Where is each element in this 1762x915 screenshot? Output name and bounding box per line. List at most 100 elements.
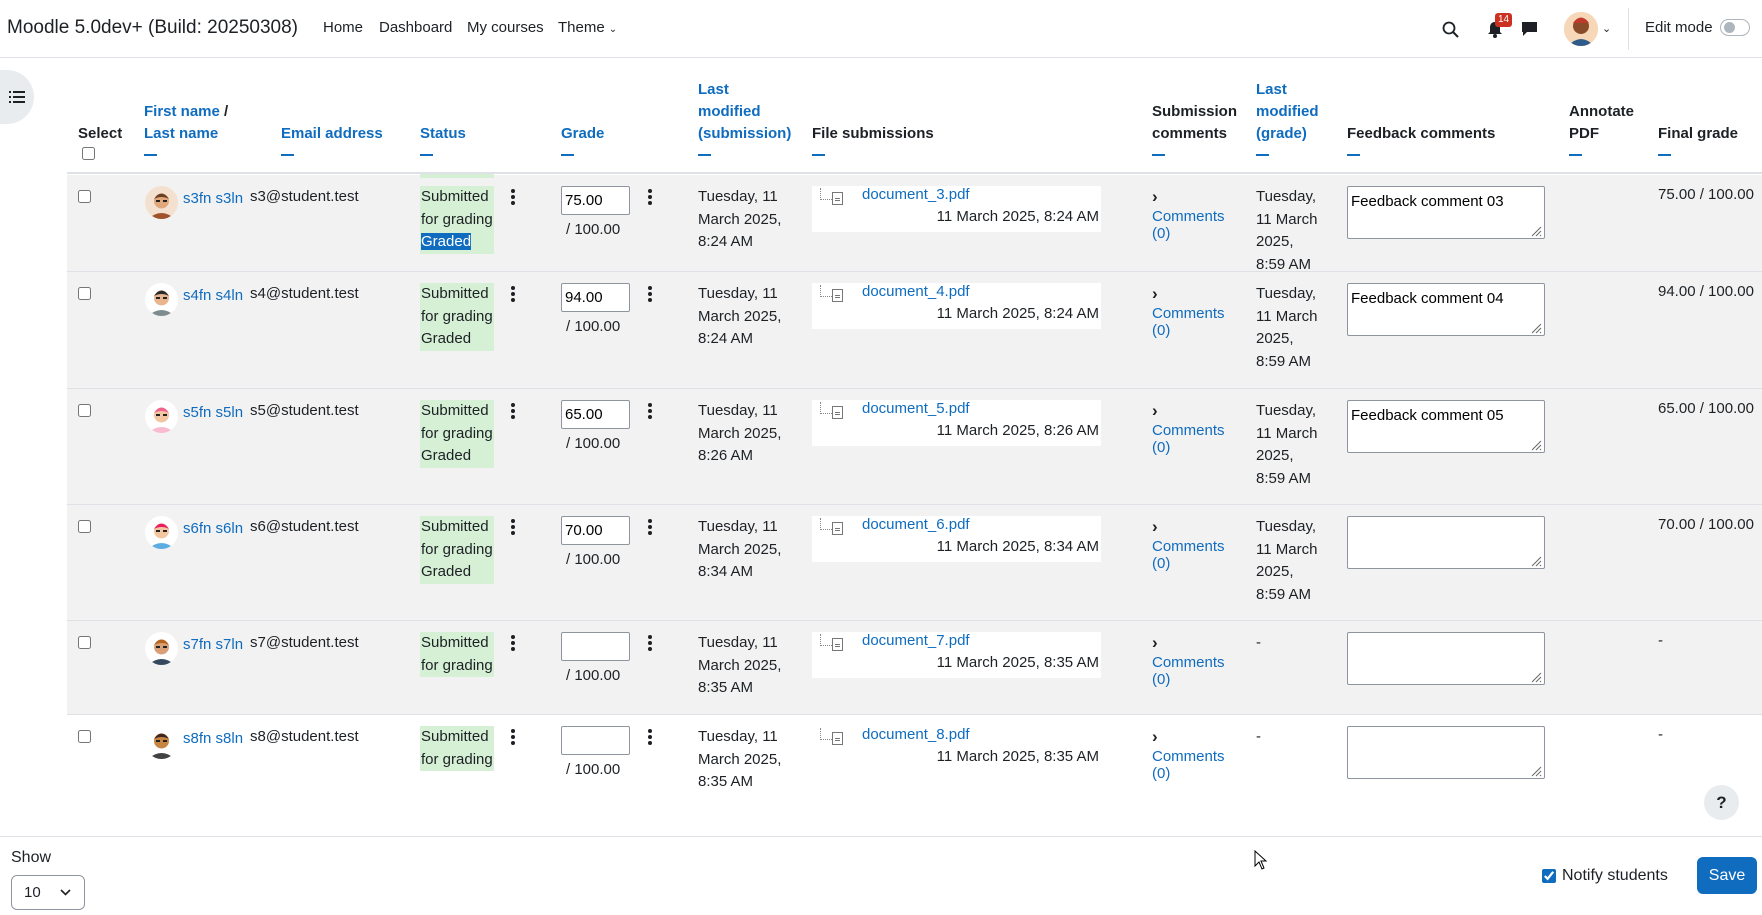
collapse-column-icon[interactable] xyxy=(144,154,157,156)
grade-input[interactable] xyxy=(561,400,630,429)
student-name-link[interactable]: s4fn s4ln xyxy=(183,287,243,304)
kebab-menu-icon[interactable] xyxy=(645,402,655,420)
comments-link[interactable]: Comments (0) xyxy=(1152,654,1225,688)
index-drawer-button[interactable] xyxy=(0,70,34,124)
student-avatar[interactable] xyxy=(145,516,178,549)
grade-input[interactable] xyxy=(561,516,630,545)
student-avatar[interactable] xyxy=(145,400,178,433)
feedback-comment-field[interactable] xyxy=(1347,283,1545,336)
kebab-menu-icon[interactable] xyxy=(508,728,518,746)
nav-my-courses[interactable]: My courses xyxy=(467,19,544,36)
submission-comments[interactable]: › Comments (0) xyxy=(1152,283,1232,339)
kebab-menu-icon[interactable] xyxy=(508,188,518,206)
submission-comments[interactable]: › Comments (0) xyxy=(1152,726,1232,782)
student-name-link[interactable]: s8fn s8ln xyxy=(183,730,243,747)
student-avatar[interactable] xyxy=(145,283,178,316)
chevron-right-icon[interactable]: › xyxy=(1152,283,1232,305)
edit-mode-toggle[interactable] xyxy=(1720,19,1750,36)
resize-grip-icon[interactable] xyxy=(1530,322,1542,334)
student-avatar[interactable] xyxy=(145,726,178,759)
comments-link[interactable]: Comments (0) xyxy=(1152,305,1225,339)
sort-last-name[interactable]: Last name xyxy=(144,125,218,142)
sort-email[interactable]: Email address xyxy=(281,125,383,142)
student-name-link[interactable]: s6fn s6ln xyxy=(183,520,243,537)
chevron-down-icon[interactable]: ⌄ xyxy=(1602,22,1611,35)
grade-input[interactable] xyxy=(561,632,630,661)
notify-students[interactable]: Notify students xyxy=(1542,867,1668,885)
collapse-column-icon[interactable] xyxy=(1658,154,1671,156)
kebab-menu-icon[interactable] xyxy=(645,634,655,652)
kebab-menu-icon[interactable] xyxy=(645,188,655,206)
collapse-column-icon[interactable] xyxy=(281,154,294,156)
sort-last-modified-grade[interactable]: Last modified (grade) xyxy=(1256,81,1319,142)
resize-grip-icon[interactable] xyxy=(1530,671,1542,683)
per-page-select[interactable]: 10 xyxy=(11,875,85,910)
collapse-column-icon[interactable] xyxy=(1152,154,1165,156)
sort-last-modified-submission[interactable]: Last modified (submission) xyxy=(698,81,791,142)
student-name-link[interactable]: s5fn s5ln xyxy=(183,404,243,421)
grade-input[interactable] xyxy=(561,726,630,755)
select-all-checkbox[interactable] xyxy=(82,147,95,160)
row-select-checkbox[interactable] xyxy=(78,190,91,203)
file-link[interactable]: document_7.pdf xyxy=(862,632,970,649)
student-name-link[interactable]: s3fn s3ln xyxy=(183,190,243,207)
feedback-comment-field[interactable] xyxy=(1347,400,1545,453)
row-select-checkbox[interactable] xyxy=(78,730,91,743)
feedback-comment-field[interactable] xyxy=(1347,726,1545,779)
help-button[interactable]: ? xyxy=(1704,785,1739,820)
file-link[interactable]: document_3.pdf xyxy=(862,186,970,203)
message-icon[interactable] xyxy=(1518,18,1540,40)
row-select-checkbox[interactable] xyxy=(78,636,91,649)
grade-input[interactable] xyxy=(561,283,630,312)
collapse-column-icon[interactable] xyxy=(698,154,711,156)
nav-dashboard[interactable]: Dashboard xyxy=(379,19,452,36)
user-avatar[interactable] xyxy=(1564,12,1598,46)
grade-input[interactable] xyxy=(561,186,630,215)
collapse-column-icon[interactable] xyxy=(561,154,574,156)
student-avatar[interactable] xyxy=(145,632,178,665)
comments-link[interactable]: Comments (0) xyxy=(1152,748,1225,782)
row-select-checkbox[interactable] xyxy=(78,520,91,533)
kebab-menu-icon[interactable] xyxy=(645,285,655,303)
feedback-comment-field[interactable] xyxy=(1347,632,1545,685)
notify-students-checkbox[interactable] xyxy=(1542,869,1556,883)
chevron-right-icon[interactable]: › xyxy=(1152,400,1232,422)
file-link[interactable]: document_4.pdf xyxy=(862,283,970,300)
comments-link[interactable]: Comments (0) xyxy=(1152,538,1225,572)
collapse-column-icon[interactable] xyxy=(1256,154,1269,156)
sort-status[interactable]: Status xyxy=(420,125,466,142)
comments-link[interactable]: Comments (0) xyxy=(1152,208,1225,242)
file-link[interactable]: document_6.pdf xyxy=(862,516,970,533)
submission-comments[interactable]: › Comments (0) xyxy=(1152,516,1232,572)
resize-grip-icon[interactable] xyxy=(1530,555,1542,567)
sort-first-name[interactable]: First name xyxy=(144,103,220,120)
save-button[interactable]: Save xyxy=(1697,857,1757,894)
chevron-right-icon[interactable]: › xyxy=(1152,516,1232,538)
chevron-right-icon[interactable]: › xyxy=(1152,726,1232,748)
submission-comments[interactable]: › Comments (0) xyxy=(1152,400,1232,456)
kebab-menu-icon[interactable] xyxy=(508,402,518,420)
row-select-checkbox[interactable] xyxy=(78,404,91,417)
kebab-menu-icon[interactable] xyxy=(508,518,518,536)
sort-grade[interactable]: Grade xyxy=(561,125,604,142)
site-name[interactable]: Moodle 5.0dev+ (Build: 20250308) xyxy=(7,17,298,39)
student-avatar[interactable] xyxy=(145,186,178,219)
student-name-link[interactable]: s7fn s7ln xyxy=(183,636,243,653)
collapse-column-icon[interactable] xyxy=(420,154,433,156)
collapse-column-icon[interactable] xyxy=(812,154,825,156)
submission-comments[interactable]: › Comments (0) xyxy=(1152,186,1232,242)
comments-link[interactable]: Comments (0) xyxy=(1152,422,1225,456)
submission-comments[interactable]: › Comments (0) xyxy=(1152,632,1232,688)
search-icon[interactable] xyxy=(1439,18,1461,40)
kebab-menu-icon[interactable] xyxy=(508,285,518,303)
nav-home[interactable]: Home xyxy=(323,19,363,36)
nav-theme[interactable]: Theme ⌄ xyxy=(558,19,617,36)
resize-grip-icon[interactable] xyxy=(1530,439,1542,451)
feedback-comment-field[interactable] xyxy=(1347,516,1545,569)
collapse-column-icon[interactable] xyxy=(1347,154,1360,156)
feedback-comment-field[interactable] xyxy=(1347,186,1545,239)
file-link[interactable]: document_8.pdf xyxy=(862,726,970,743)
file-link[interactable]: document_5.pdf xyxy=(862,400,970,417)
row-select-checkbox[interactable] xyxy=(78,287,91,300)
kebab-menu-icon[interactable] xyxy=(645,518,655,536)
